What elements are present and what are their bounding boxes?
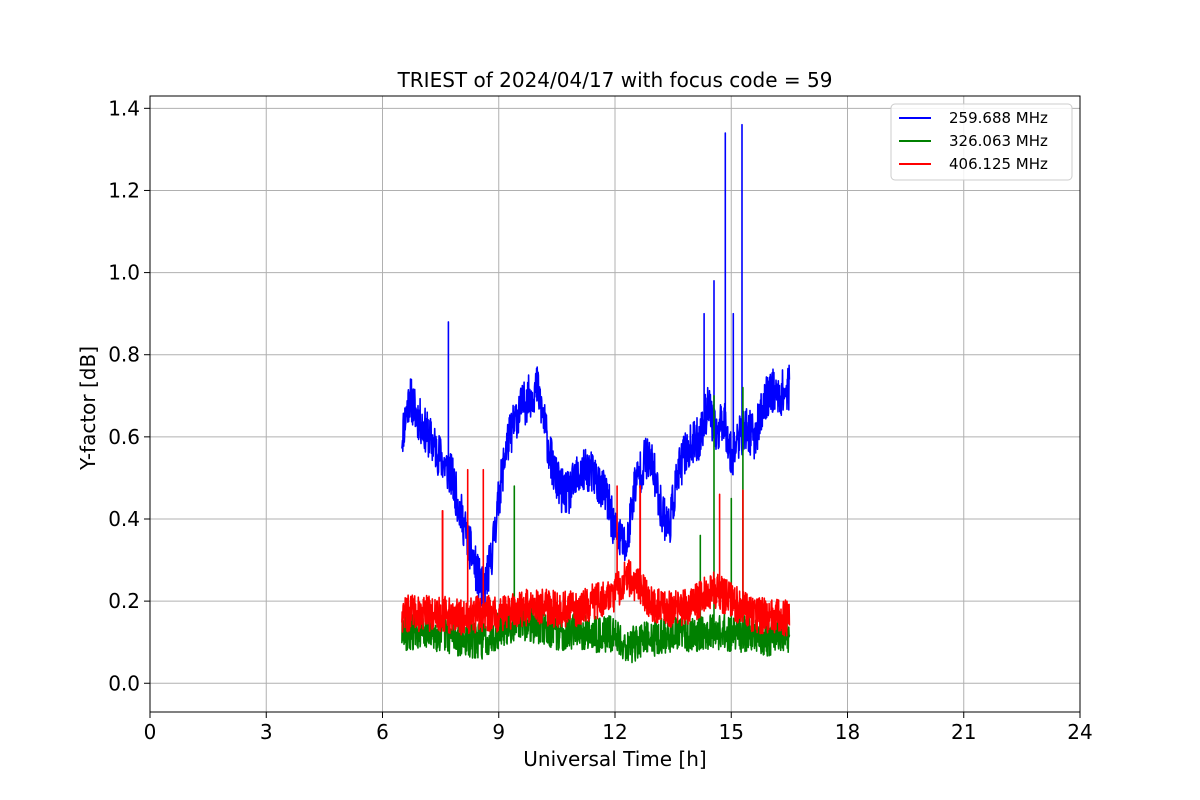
x-tick-label: 0 xyxy=(144,720,157,744)
legend-label: 326.063 MHz xyxy=(949,132,1048,150)
legend-label: 259.688 MHz xyxy=(949,109,1048,127)
y-tick-label: 1.4 xyxy=(108,96,140,120)
y-tick-label: 0.6 xyxy=(108,425,140,449)
y-tick-label: 0.8 xyxy=(108,343,140,367)
x-tick-label: 15 xyxy=(719,720,744,744)
legend-label: 406.125 MHz xyxy=(949,155,1048,173)
x-axis-label: Universal Time [h] xyxy=(523,747,706,771)
series-line-1 xyxy=(401,123,791,607)
y-axis: 0.0 0.2 0.4 0.6 0.8 1.0 1.2 1.4 xyxy=(108,96,150,695)
x-tick-label: 3 xyxy=(260,720,273,744)
x-tick-label: 12 xyxy=(602,720,627,744)
y-tick-label: 1.0 xyxy=(108,261,140,285)
x-axis: 0 3 6 9 12 15 18 21 24 xyxy=(144,712,1093,744)
x-tick-label: 18 xyxy=(835,720,860,744)
x-tick-label: 9 xyxy=(492,720,505,744)
x-tick-label: 24 xyxy=(1067,720,1092,744)
chart-title: TRIEST of 2024/04/17 with focus code = 5… xyxy=(397,68,833,92)
series-line-3 xyxy=(401,468,791,637)
x-tick-label: 21 xyxy=(951,720,976,744)
x-tick-label: 6 xyxy=(376,720,389,744)
y-tick-label: 0.4 xyxy=(108,507,140,531)
y-tick-label: 0.0 xyxy=(108,671,140,695)
legend: 259.688 MHz 326.063 MHz 406.125 MHz xyxy=(890,103,1073,181)
y-tick-label: 0.2 xyxy=(108,589,140,613)
plot-area xyxy=(401,123,791,664)
y-tick-label: 1.2 xyxy=(108,178,140,202)
legend-box xyxy=(890,103,1073,181)
y-axis-label: Y-factor [dB] xyxy=(76,346,100,471)
